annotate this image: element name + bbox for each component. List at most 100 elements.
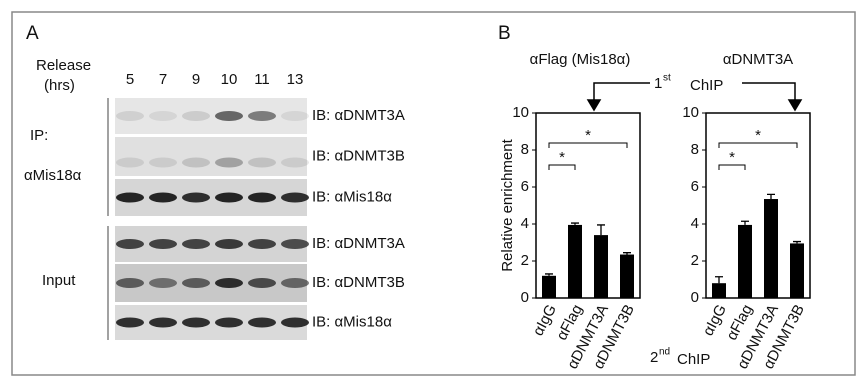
- band: [182, 111, 210, 121]
- band: [215, 111, 243, 121]
- annotation: *: [559, 149, 565, 166]
- error-bar: [793, 240, 801, 244]
- band: [116, 157, 144, 168]
- arrows: [586, 82, 803, 112]
- band: [215, 239, 243, 249]
- annotation: *: [585, 127, 591, 144]
- release-label: Release: [36, 57, 91, 74]
- significance-bracket: [548, 142, 628, 148]
- error-bar: [767, 193, 775, 200]
- row-label: IB: αDNMT3B: [312, 274, 405, 291]
- panel-label: A: [26, 23, 39, 44]
- bar: [568, 224, 582, 298]
- hrs-label: (hrs): [44, 77, 75, 94]
- band: [248, 317, 276, 328]
- band: [149, 278, 177, 288]
- band: [149, 111, 177, 121]
- band: [182, 192, 210, 203]
- chip-number: 2: [650, 349, 658, 366]
- time-label: 11: [254, 71, 270, 88]
- row-label: IB: αMis18α: [312, 313, 392, 330]
- band: [248, 157, 276, 168]
- y-tick-label: 10: [682, 104, 699, 121]
- chip-label: ChIP: [677, 351, 710, 368]
- band: [182, 317, 210, 328]
- input-label: Input: [42, 272, 76, 289]
- band: [281, 239, 309, 249]
- panel-label: B: [498, 23, 511, 44]
- band: [182, 278, 210, 288]
- y-tick-label: 4: [691, 215, 699, 232]
- y-tick-label: 2: [691, 252, 699, 269]
- bar: [542, 275, 556, 298]
- y-tick-label: 8: [521, 141, 529, 158]
- y-tick-label: 8: [691, 141, 699, 158]
- band: [116, 239, 144, 249]
- y-tick-label: 0: [691, 289, 699, 306]
- row-label: IB: αDNMT3B: [312, 147, 405, 164]
- band: [281, 278, 309, 288]
- band: [215, 278, 243, 288]
- ip-antibody: αMis18α: [24, 167, 82, 184]
- bar: [712, 283, 726, 298]
- band: [281, 192, 309, 203]
- row-label: IB: αDNMT3A: [312, 107, 405, 124]
- chart-title: αDNMT3A: [723, 51, 793, 68]
- y-tick-label: 2: [521, 252, 529, 269]
- band: [215, 157, 243, 168]
- blot-strip: [115, 137, 307, 176]
- y-tick-label: 0: [521, 289, 529, 306]
- band: [281, 111, 309, 121]
- chip-number: 1: [654, 75, 662, 92]
- error-bar: [571, 222, 579, 225]
- row-label: IB: αDNMT3A: [312, 235, 405, 252]
- bar: [764, 199, 778, 298]
- band: [281, 157, 309, 168]
- y-tick-label: 6: [521, 178, 529, 195]
- band: [149, 239, 177, 249]
- band: [248, 111, 276, 121]
- band: [248, 278, 276, 288]
- band: [182, 239, 210, 249]
- row-label: IB: αMis18α: [312, 188, 392, 205]
- error-bar: [741, 220, 749, 225]
- chip-suffix: st: [663, 73, 671, 84]
- error-bar: [623, 252, 631, 255]
- y-tick-label: 6: [691, 178, 699, 195]
- plot-frame: [705, 112, 811, 299]
- band: [149, 317, 177, 328]
- bar: [790, 243, 804, 298]
- error-bar: [545, 273, 553, 276]
- ip-label: IP:: [30, 127, 48, 144]
- time-label: 5: [126, 71, 134, 88]
- plot-frame: [535, 112, 641, 299]
- y-tick-label: 10: [512, 104, 529, 121]
- y-axis-label: Relative enrichment: [499, 138, 516, 271]
- time-label: 10: [221, 71, 238, 88]
- bar: [594, 235, 608, 298]
- band: [215, 317, 243, 328]
- band: [281, 317, 309, 328]
- significance-bracket: [548, 164, 576, 170]
- time-label: 9: [192, 71, 200, 88]
- annotation: *: [729, 149, 735, 166]
- band: [116, 317, 144, 328]
- band: [248, 239, 276, 249]
- significance-bracket: [718, 164, 746, 170]
- band: [182, 157, 210, 168]
- time-label: 13: [287, 71, 304, 88]
- chip-label: ChIP: [690, 77, 723, 94]
- chip-suffix: nd: [659, 347, 670, 358]
- band: [116, 111, 144, 121]
- y-tick-label: 4: [521, 215, 529, 232]
- band: [116, 192, 144, 203]
- band: [149, 157, 177, 168]
- band: [116, 278, 144, 288]
- significance-bracket: [718, 142, 798, 148]
- chart-title: αFlag (Mis18α): [530, 51, 631, 68]
- error-bar: [597, 224, 605, 236]
- bar: [620, 254, 634, 298]
- bar: [738, 224, 752, 298]
